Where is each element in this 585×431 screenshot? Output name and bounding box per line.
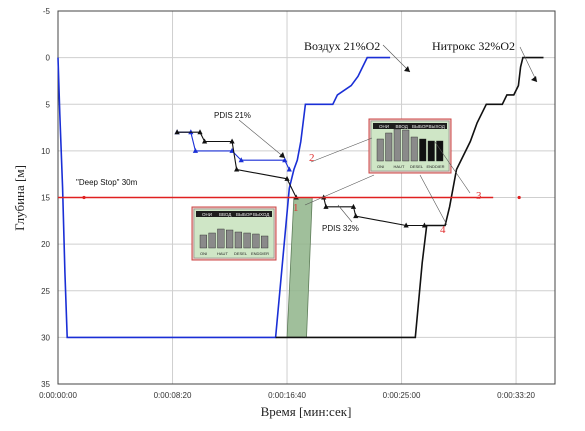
y-tick-label: 25: [41, 287, 50, 296]
inset-header-label: ВЫБОР: [412, 124, 428, 129]
y-tick-label: 30: [41, 333, 50, 342]
data-point-marker: [234, 166, 240, 172]
data-point-marker: [284, 175, 290, 181]
annotation-label: Воздух 21%O2: [304, 39, 380, 53]
inset-header-label: ВЫХОД: [253, 212, 269, 217]
inset-header-label: ВЫХОД: [429, 124, 445, 129]
x-tick-label: 0:00:25:00: [383, 391, 421, 400]
y-tick-label: 20: [41, 240, 50, 249]
inset-screen-left: [193, 208, 275, 259]
arrowhead: [279, 152, 285, 158]
inset-header-label: ОНИ: [379, 124, 389, 129]
inset-header-label: ОНИ: [202, 212, 212, 217]
ticks: -5 0 5 10 15 20 25 30 35 0:00:00:00 0:00:08:20 0:00…: [39, 7, 535, 400]
y-axis-label: Глубина [м]: [12, 165, 27, 231]
inset-header-left: [196, 211, 272, 217]
inset-bar-left: [226, 229, 234, 249]
annotations: Воздух 21%O2 Нитрокс 32%O2 PDIS 21% PDIS 32…: [76, 39, 538, 236]
inset-header-label: ВВОД: [219, 212, 231, 217]
x-tick-label: 0:00:16:40: [268, 391, 306, 400]
inset-bottom-label: DESEL: [410, 164, 424, 169]
series-line-1: [275, 56, 544, 339]
deep-stop-marker: [517, 195, 521, 200]
data-point-marker: [323, 203, 329, 209]
data-point-marker: [238, 157, 244, 163]
data-point-marker: [197, 129, 203, 135]
inset-header-right: [373, 123, 447, 129]
deep-stop-marker: [82, 195, 86, 200]
inset-header-label: ВВОД: [396, 124, 408, 129]
inset-bottom-label: ONI: [377, 164, 384, 169]
data-point-marker: [350, 203, 357, 209]
x-tick-label: 0:00:33:20: [497, 391, 535, 400]
inset-bar-left: [208, 232, 216, 249]
inset-bar-right: [436, 140, 444, 162]
y-tick-label: 0: [46, 54, 51, 63]
inset-bar-right: [376, 138, 384, 162]
series-line-0: [57, 56, 391, 339]
y-tick-label: 5: [46, 100, 51, 109]
data-point-marker: [353, 213, 359, 219]
annotation-label: 4: [440, 224, 446, 236]
inset-bar-right: [393, 128, 401, 162]
annotation-label: 3: [476, 190, 482, 202]
y-tick-label: 35: [41, 380, 50, 389]
callout-connector: [382, 44, 411, 73]
data-point-marker: [174, 129, 180, 135]
data-point-marker: [282, 157, 288, 163]
inset-bar-left: [199, 234, 207, 249]
callout-connector: [304, 174, 375, 206]
inset-bottom-label: DESEL: [234, 251, 248, 256]
callout-connector: [419, 174, 448, 226]
annotation-label: 1: [293, 202, 299, 214]
x-axis-label: Время [мин:сек]: [261, 404, 352, 419]
inset-bottom-label: HAUT: [394, 164, 405, 169]
inset-bar-right: [385, 132, 393, 162]
callout-connector: [238, 119, 286, 159]
y-tick-label: -5: [43, 7, 51, 16]
inset-bar-left: [217, 228, 225, 249]
inset-bottom-label: ONI: [200, 251, 207, 256]
callout-connector: [310, 137, 373, 163]
series-group: [57, 56, 544, 339]
annotation-label: "Deep Stop" 30m: [76, 178, 138, 187]
data-point-marker: [286, 166, 292, 172]
inset-bar-left: [234, 231, 242, 249]
inset-header-label: ВЫБОР: [236, 212, 252, 217]
inset-bar-left: [243, 232, 251, 249]
inset-bar-right: [402, 129, 410, 162]
inset-bar-left: [252, 233, 260, 249]
data-point-marker: [229, 138, 235, 144]
y-tick-label: 10: [41, 147, 50, 156]
data-point-marker: [201, 138, 208, 144]
inset-bottom-label: ENDDIER: [427, 164, 445, 169]
data-point-marker: [403, 222, 409, 228]
inset-bottom-label: ENDDIER: [251, 251, 269, 256]
data-point-marker: [192, 147, 199, 153]
callout-connector: [337, 204, 353, 223]
inset-screen-right: [370, 120, 450, 172]
annotation-label: PDIS 32%: [322, 224, 359, 233]
annotation-label: Нитрокс 32%O2: [432, 39, 515, 53]
arrowhead: [531, 76, 537, 82]
annotation-label: 2: [309, 152, 315, 164]
arrowhead: [404, 66, 410, 72]
inset-bar-right: [427, 140, 435, 162]
data-point-marker: [421, 222, 428, 228]
annotation-label: PDIS 21%: [214, 111, 251, 120]
callout-connector: [519, 46, 538, 83]
y-tick-label: 15: [41, 194, 50, 203]
inset-bar-right: [419, 138, 427, 162]
x-tick-label: 0:00:00:00: [39, 391, 77, 400]
x-tick-label: 0:00:08:20: [154, 391, 192, 400]
inset-bar-left: [261, 235, 269, 249]
callout-connector: [434, 141, 471, 194]
inset-bottom-label: HAUT: [217, 251, 228, 256]
inset-bar-right: [410, 136, 418, 162]
